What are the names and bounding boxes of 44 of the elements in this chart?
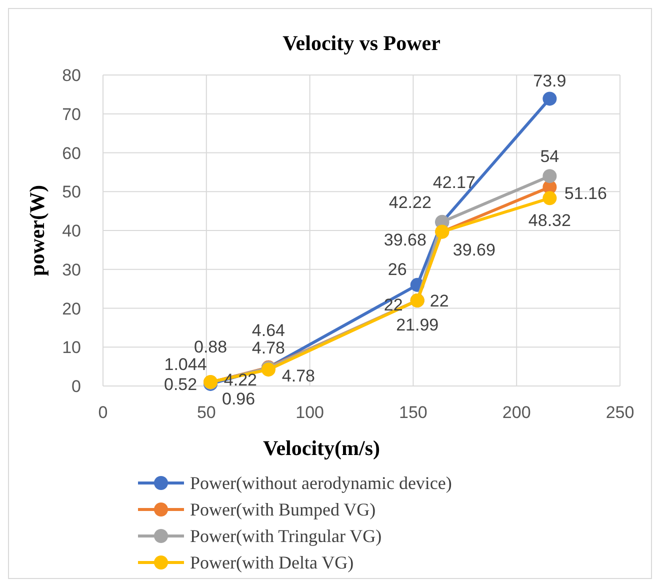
data-label: 1.044 — [164, 354, 207, 374]
legend-label: Power(with Bumped VG) — [190, 500, 376, 520]
y-axis-title: power(W) — [25, 185, 49, 276]
data-label: 54 — [540, 147, 560, 166]
x-tick-label: 50 — [196, 403, 216, 422]
data-label: 26 — [388, 260, 407, 279]
x-tick-label: 250 — [606, 403, 634, 422]
point — [542, 92, 557, 106]
x-tick-label: 100 — [296, 403, 324, 422]
data-label: 22 — [430, 291, 449, 310]
data-label: 4.64 — [252, 320, 285, 340]
x-tick-label: 150 — [399, 403, 428, 422]
data-label: 21.99 — [396, 316, 439, 335]
y-tick-label: 40 — [62, 222, 81, 240]
data-label: 48.32 — [528, 211, 571, 230]
data-label: 39.69 — [452, 240, 496, 260]
y-tick-label: 60 — [62, 144, 81, 163]
data-label: 4.22 — [224, 370, 257, 390]
y-tick-label: 30 — [62, 260, 81, 280]
legend-label: Power(with Tringular VG) — [190, 526, 382, 546]
point — [542, 191, 557, 206]
data-label: 42.17 — [432, 173, 476, 192]
data-label: 0.52 — [164, 374, 198, 394]
chart-title: Velocity vs Power — [282, 31, 440, 55]
y-tick-label: 80 — [62, 66, 81, 85]
data-label: 39.68 — [384, 230, 426, 250]
y-tick-label: 0 — [72, 377, 81, 396]
x-axis-title: Velocity(m/s) — [262, 436, 380, 460]
y-tick-label: 70 — [62, 104, 81, 124]
y-tick-label: 50 — [62, 182, 81, 202]
data-label: 42.22 — [388, 192, 432, 212]
data-label: 4.78 — [282, 366, 315, 386]
x-tick-label: 0 — [98, 403, 108, 422]
data-label: 0.96 — [222, 389, 256, 408]
data-label: 73.9 — [533, 72, 566, 91]
data-label: 4.78 — [252, 338, 285, 358]
data-label: 0.88 — [194, 338, 228, 357]
y-tick-label: 10 — [62, 338, 81, 358]
legend-label: Power(with Delta VG) — [190, 552, 354, 572]
legend-label: Power(without aerodynamic device) — [190, 473, 452, 493]
y-tick-label: 20 — [62, 299, 81, 318]
data-label: 51.16 — [564, 184, 607, 204]
x-tick-label: 200 — [502, 403, 531, 422]
point — [542, 169, 557, 184]
